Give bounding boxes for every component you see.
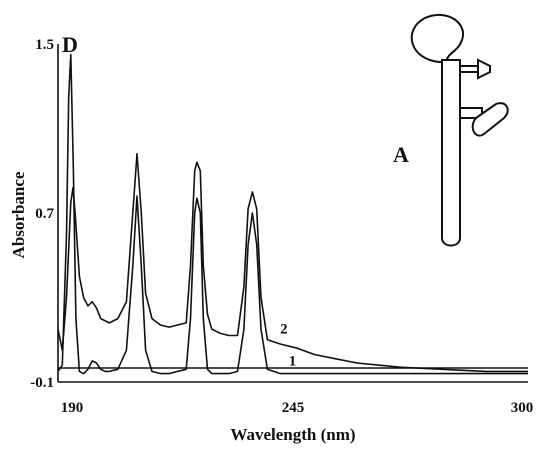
axes	[57, 44, 528, 383]
x-tick-label: 245	[282, 400, 305, 416]
curves: 12	[57, 53, 528, 375]
panel-label-a: A	[393, 142, 409, 167]
series-label-1: 1	[289, 353, 297, 369]
y-tick-label: -0.1	[30, 375, 54, 391]
x-tick-label: 190	[61, 400, 84, 416]
series-line-1	[57, 53, 528, 375]
apparatus-side-cylinder	[471, 102, 509, 137]
apparatus-tube	[441, 59, 461, 247]
series-line-2	[57, 153, 528, 373]
y-tick-label: 0.7	[35, 206, 54, 222]
y-tick-label: 1.5	[35, 37, 54, 53]
y-axis-title: Absorbance	[9, 171, 28, 258]
panel-label-d: D	[62, 32, 78, 57]
apparatus-valve	[477, 58, 491, 80]
apparatus-bulb	[410, 13, 465, 63]
x-axis-title: Wavelength (nm)	[230, 425, 355, 444]
series-label-2: 2	[280, 322, 288, 338]
cell-apparatus-illustration	[410, 13, 509, 247]
x-tick-label: 300	[511, 400, 534, 416]
tick-labels: 190 245 300 -0.1 0.7 1.5	[30, 37, 533, 416]
